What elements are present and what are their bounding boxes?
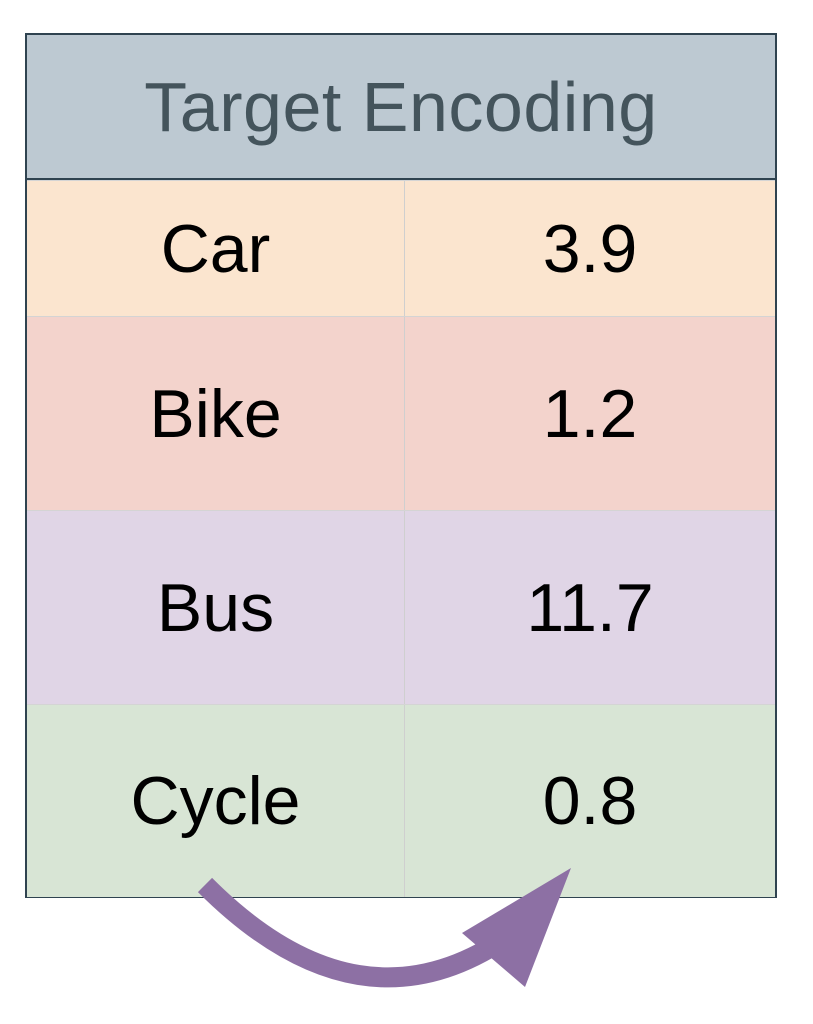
category-cell: Bus <box>27 511 405 704</box>
table-header: Target Encoding <box>27 35 775 180</box>
encoded-value-cell: 1.2 <box>542 375 638 452</box>
encoded-value-cell: 3.9 <box>542 210 638 287</box>
table-row: Cycle 0.8 <box>27 704 775 897</box>
encoding-table: Target Encoding Car 3.9 Bike 1.2 Bus 11.… <box>25 33 777 898</box>
category-cell: Cycle <box>27 705 405 897</box>
table-row: Car 3.9 <box>27 180 775 316</box>
category-cell: Car <box>27 181 405 316</box>
encoded-value-cell: 11.7 <box>526 569 654 646</box>
table-row: Bus 11.7 <box>27 510 775 704</box>
table-title: Target Encoding <box>144 67 658 146</box>
category-cell: Bike <box>27 317 405 510</box>
encoded-value-cell: 0.8 <box>542 763 638 839</box>
table-row: Bike 1.2 <box>27 316 775 510</box>
